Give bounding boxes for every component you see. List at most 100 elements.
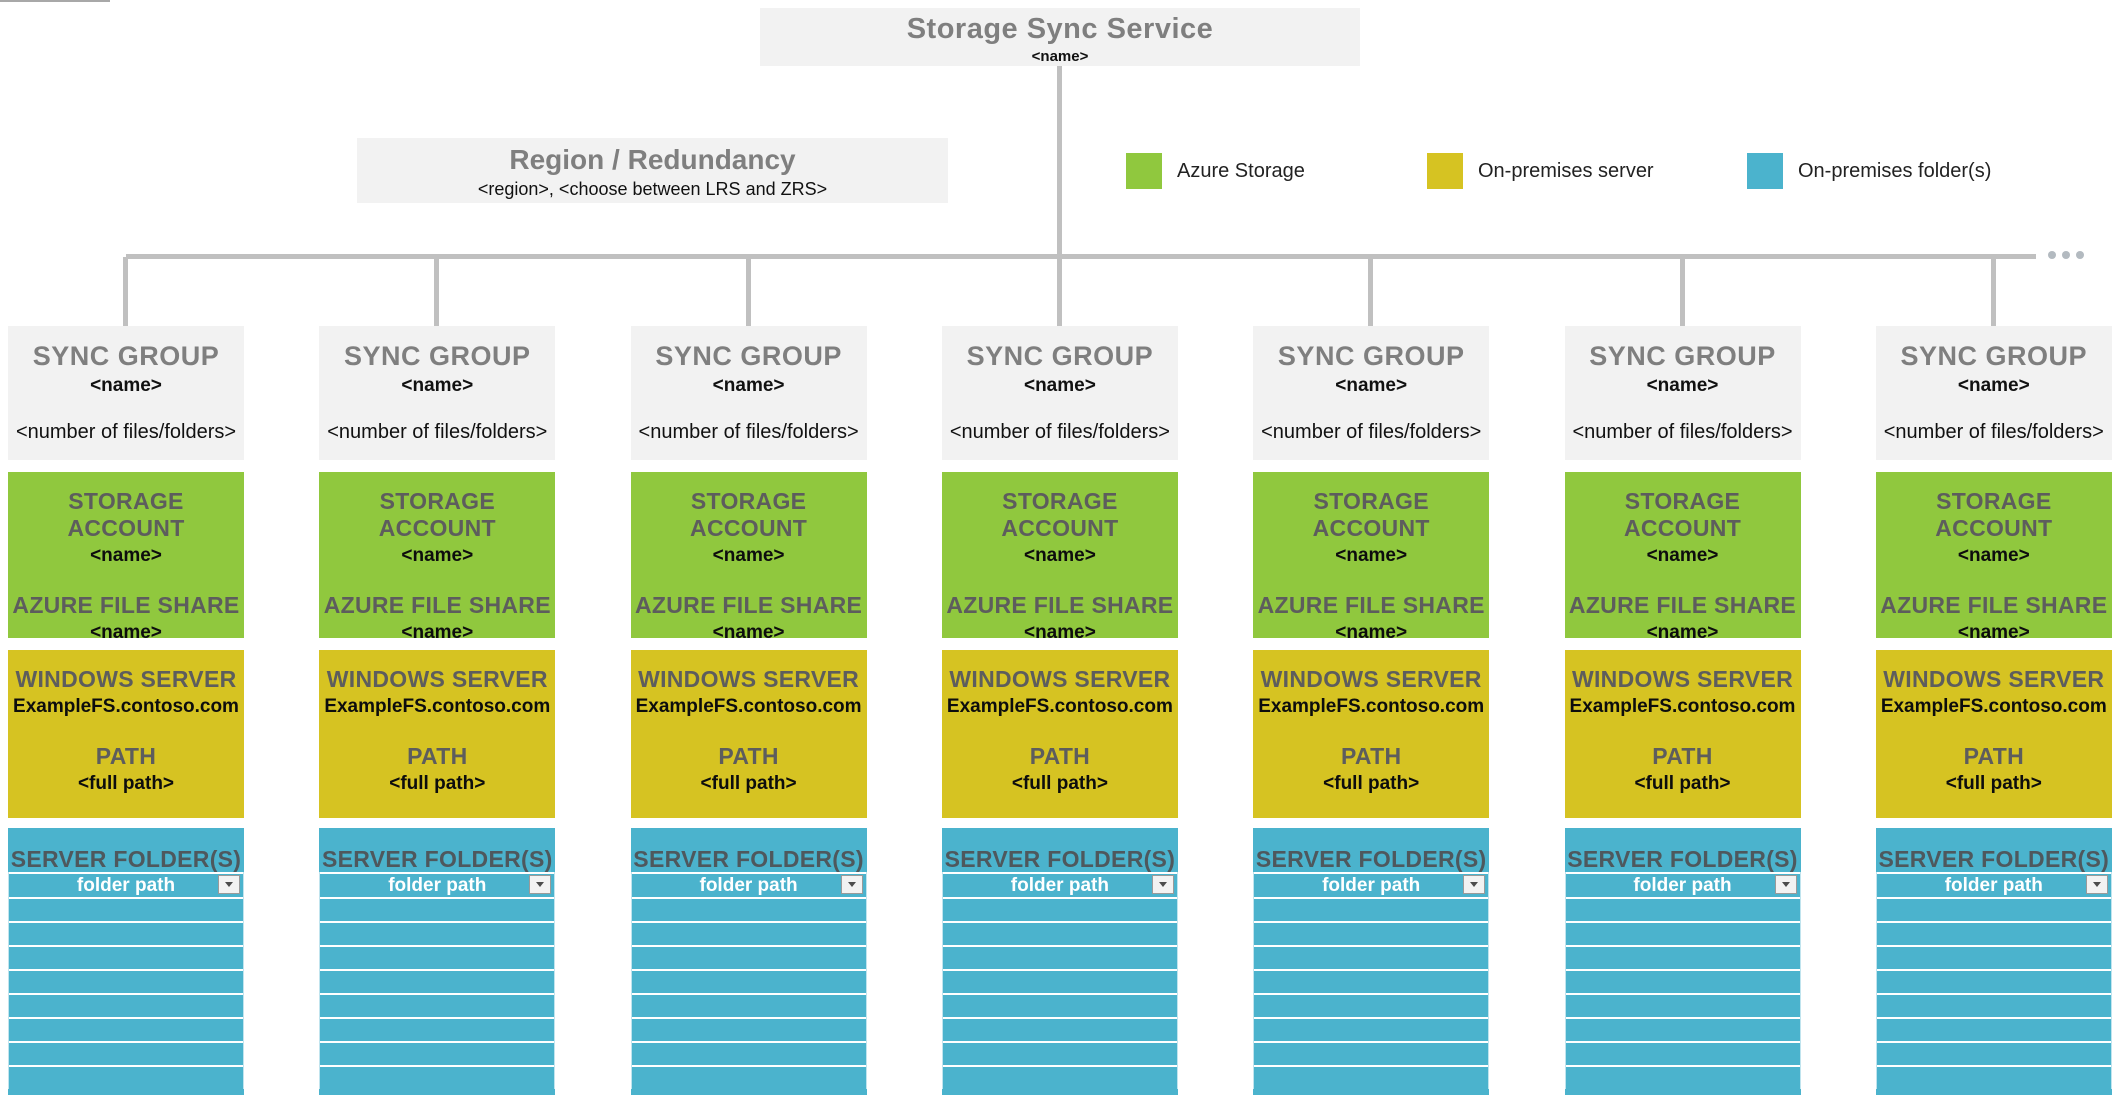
empty-folder-row[interactable] <box>942 1017 1177 1041</box>
empty-folder-row[interactable] <box>942 897 1177 921</box>
empty-folder-row[interactable] <box>1876 897 2111 921</box>
sync-group-files-count: <number of files/folders> <box>1572 421 1793 443</box>
empty-folder-row[interactable] <box>1254 1065 1489 1089</box>
empty-folder-row[interactable] <box>320 921 555 945</box>
empty-folder-row[interactable] <box>1876 1065 2111 1089</box>
sync-group-files-count: <number of files/folders> <box>15 421 237 443</box>
empty-folder-row[interactable] <box>631 921 866 945</box>
folder-path-cell[interactable]: folder path <box>1876 872 2111 897</box>
folder-path-cell[interactable]: folder path <box>9 872 243 897</box>
empty-folder-row[interactable] <box>631 945 866 969</box>
server-folders-box: SERVER FOLDER(S) folder path <box>1875 828 2112 1095</box>
empty-folder-row[interactable] <box>1876 993 2111 1017</box>
empty-folder-row[interactable] <box>1876 921 2111 945</box>
empty-folder-row[interactable] <box>631 897 866 921</box>
empty-folder-row[interactable] <box>320 993 555 1017</box>
empty-folder-row[interactable] <box>942 969 1177 993</box>
empty-folder-row[interactable] <box>631 969 866 993</box>
empty-folder-row[interactable] <box>1565 993 1800 1017</box>
empty-folder-row[interactable] <box>942 945 1177 969</box>
empty-folder-row[interactable] <box>9 897 243 921</box>
server-folders-box: SERVER FOLDER(S) folder path <box>941 828 1178 1095</box>
dropdown-arrow-icon <box>225 882 233 887</box>
folder-path-cell[interactable]: folder path <box>1254 872 1489 897</box>
sync-group-drop-connector-line <box>1056 257 1062 326</box>
empty-folder-row[interactable] <box>9 969 243 993</box>
empty-folder-row[interactable] <box>1876 1017 2111 1041</box>
empty-folder-row[interactable] <box>320 1017 555 1041</box>
storage-account-label: STORAGE ACCOUNT <box>1623 488 1742 541</box>
empty-folder-row[interactable] <box>9 945 243 969</box>
folder-path-cell[interactable]: folder path <box>942 872 1177 897</box>
empty-folder-row[interactable] <box>942 1065 1177 1089</box>
empty-folder-row[interactable] <box>1565 1065 1800 1089</box>
server-folders-box: SERVER FOLDER(S) folder path <box>8 828 244 1095</box>
sync-group-label: SYNC GROUP <box>966 341 1154 371</box>
empty-folder-row[interactable] <box>942 993 1177 1017</box>
empty-folder-row[interactable] <box>9 1017 243 1041</box>
empty-folder-row[interactable] <box>9 921 243 945</box>
empty-folder-row[interactable] <box>1254 921 1489 945</box>
sync-group-box: SYNC GROUP <name> <number of files/folde… <box>319 326 556 460</box>
empty-folder-row[interactable] <box>320 1065 555 1089</box>
empty-folder-row[interactable] <box>1876 969 2111 993</box>
sync-group-box: SYNC GROUP <name> <number of files/folde… <box>941 326 1178 460</box>
folder-path-cell[interactable]: folder path <box>631 872 866 897</box>
on-premises-server-box: WINDOWS SERVER ExampleFS.contoso.com PAT… <box>1564 650 1801 818</box>
empty-folder-row[interactable] <box>631 1065 866 1089</box>
azure-file-share-label: AZURE FILE SHARE <box>12 592 240 618</box>
legend-label: On-premises folder(s) <box>1798 159 1992 182</box>
azure-file-share-name: <name> <box>401 622 474 638</box>
windows-server-name: ExampleFS.contoso.com <box>13 696 239 717</box>
empty-folder-row[interactable] <box>1565 969 1800 993</box>
folder-path-value: folder path <box>1010 875 1109 896</box>
empty-folder-row[interactable] <box>631 1041 866 1065</box>
empty-folder-row[interactable] <box>1565 921 1800 945</box>
empty-folder-row[interactable] <box>1254 969 1489 993</box>
folder-path-dropdown-button[interactable] <box>1463 875 1486 894</box>
empty-folder-row[interactable] <box>1565 1017 1800 1041</box>
empty-folder-row[interactable] <box>631 993 866 1017</box>
sync-group-box: SYNC GROUP <name> <number of files/folde… <box>8 326 244 460</box>
server-folders-table: folder path <box>941 872 1178 1089</box>
empty-folder-row[interactable] <box>631 1017 866 1041</box>
folder-path-dropdown-button[interactable] <box>529 875 552 894</box>
sync-group-box: SYNC GROUP <name> <number of files/folde… <box>1253 326 1490 460</box>
empty-folder-row[interactable] <box>942 1041 1177 1065</box>
folder-path-value: folder path <box>699 875 798 896</box>
legend-item-on-premises-server: On-premises server <box>1427 153 1654 189</box>
empty-folder-row[interactable] <box>1254 1017 1489 1041</box>
folder-path-cell[interactable]: folder path <box>320 872 555 897</box>
empty-folder-row[interactable] <box>9 1065 243 1089</box>
empty-folder-row[interactable] <box>320 1041 555 1065</box>
empty-folder-row[interactable] <box>320 897 555 921</box>
folder-path-dropdown-button[interactable] <box>840 875 863 894</box>
legend-item-on-premises-folders: On-premises folder(s) <box>1747 153 1991 189</box>
folder-path-cell[interactable]: folder path <box>1565 872 1800 897</box>
empty-folder-row[interactable] <box>320 969 555 993</box>
folder-path-dropdown-button[interactable] <box>1774 875 1797 894</box>
empty-folder-row[interactable] <box>9 993 243 1017</box>
empty-folder-row[interactable] <box>1565 1041 1800 1065</box>
windows-server-name: ExampleFS.contoso.com <box>1569 696 1796 717</box>
empty-folder-row[interactable] <box>942 921 1177 945</box>
empty-folder-row[interactable] <box>1254 945 1489 969</box>
empty-folder-row[interactable] <box>1254 1041 1489 1065</box>
empty-folder-row[interactable] <box>1254 993 1489 1017</box>
empty-folder-row[interactable] <box>1876 945 2111 969</box>
empty-folder-row[interactable] <box>1876 1041 2111 1065</box>
folder-path-dropdown-button[interactable] <box>2085 875 2108 894</box>
empty-folder-row[interactable] <box>320 945 555 969</box>
storage-account-name: <name> <box>1335 545 1408 566</box>
azure-storage-box: STORAGE ACCOUNT <name> AZURE FILE SHARE … <box>941 472 1178 638</box>
dropdown-arrow-icon <box>847 882 856 887</box>
path-value: <full path> <box>77 773 175 794</box>
folder-path-dropdown-button[interactable] <box>218 875 240 894</box>
azure-file-share-label: AZURE FILE SHARE <box>323 592 551 618</box>
empty-folder-row[interactable] <box>9 1041 243 1065</box>
folder-path-dropdown-button[interactable] <box>1151 875 1174 894</box>
storage-account-name: <name> <box>1957 545 2030 566</box>
empty-folder-row[interactable] <box>1565 897 1800 921</box>
empty-folder-row[interactable] <box>1565 945 1800 969</box>
empty-folder-row[interactable] <box>1254 897 1489 921</box>
